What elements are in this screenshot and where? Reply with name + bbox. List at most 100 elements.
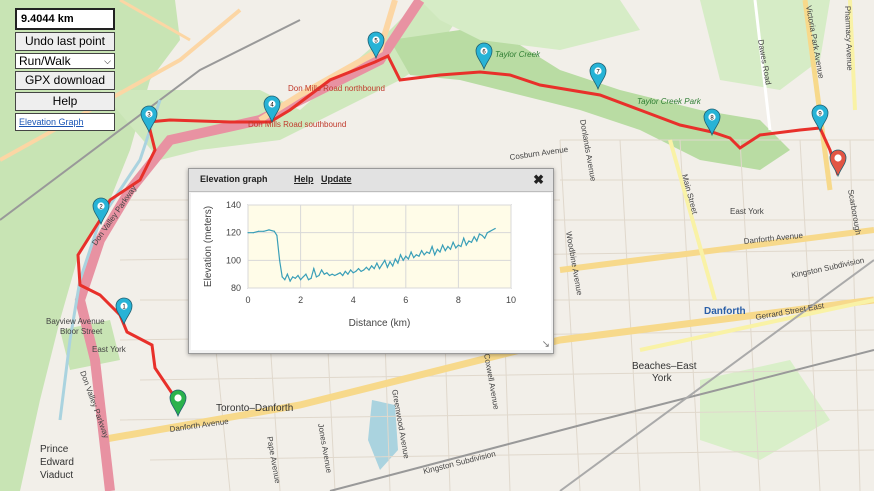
elevation-point (410, 251, 412, 253)
route-marker-4-label: 4 (270, 103, 274, 109)
elevation-point (415, 254, 417, 256)
elevation-graph-panel[interactable]: Elevation graph Help Update ✖ 0 2 4 6 8 10 80 1… (188, 168, 554, 354)
road-sw (119, 0, 191, 42)
elevation-point (252, 232, 254, 234)
route-controls: 9.4044 km Undo last point Run/Walk ⌵ GPX … (15, 8, 115, 131)
gpx-download-button[interactable]: GPX download (15, 71, 115, 90)
route-marker-7-label: 7 (596, 70, 600, 76)
x-axis-label: Distance (km) (349, 318, 411, 329)
resize-handle-icon[interactable]: ↘ (541, 339, 550, 350)
route-marker-4[interactable]: 4 (263, 95, 281, 124)
map-label-bloor: Bloor Street (60, 327, 103, 336)
x-tick-label: 4 (351, 295, 356, 305)
map-label-beaches: Beaches–East (632, 361, 697, 372)
route-marker-3[interactable]: 3 (140, 105, 158, 134)
elevation-point (376, 262, 378, 264)
chevron-down-icon: ⌵ (104, 56, 111, 66)
elevation-point (355, 270, 357, 272)
x-tick-label: 6 (403, 295, 408, 305)
don-mills-road (258, 0, 398, 123)
elevation-point (431, 245, 433, 248)
end-marker-dot (834, 154, 842, 162)
elevation-update-link[interactable]: Update (321, 174, 352, 184)
park-northeast (700, 0, 830, 90)
elevation-point (486, 232, 488, 234)
route-marker-4-dot (268, 100, 276, 108)
elevation-point (350, 269, 352, 271)
route-marker-8-label: 8 (710, 116, 714, 122)
elevation-point (336, 273, 338, 275)
elevation-panel-title: Elevation graph (200, 174, 268, 184)
route-marker-2[interactable]: 2 (92, 197, 110, 226)
elevation-point (463, 237, 465, 239)
road-dawes (753, 0, 772, 131)
route-marker-6[interactable]: 6 (475, 42, 493, 71)
elevation-point (281, 276, 283, 278)
elevation-point (397, 262, 399, 264)
elevation-help-link[interactable]: Help (294, 174, 314, 184)
route-marker-7[interactable]: 7 (589, 62, 607, 91)
elevation-point (402, 259, 404, 261)
elevation-point (334, 274, 336, 277)
elevation-point (363, 269, 365, 271)
route-marker-9-label: 9 (818, 112, 822, 118)
undo-last-point-button[interactable]: Undo last point (15, 32, 115, 51)
elevation-point (399, 254, 402, 256)
route-marker-9-dot (816, 109, 824, 117)
elevation-point (257, 230, 260, 232)
route-marker-8[interactable]: 8 (703, 108, 721, 137)
elevation-point (489, 230, 491, 232)
elevation-point (326, 272, 328, 274)
elevation-point (263, 230, 265, 232)
map-label-prince: Prince (40, 444, 69, 455)
x-tick-label: 0 (245, 295, 250, 305)
elevation-point (447, 245, 449, 248)
mode-select-value: Run/Walk (19, 54, 71, 68)
y-tick-label: 80 (231, 283, 241, 293)
route-marker-9[interactable]: 9 (811, 104, 829, 133)
elevation-point (289, 280, 291, 282)
main-street-road (668, 139, 717, 301)
map-label-east-york-2: East York (92, 345, 127, 354)
start-marker[interactable] (169, 389, 187, 418)
elevation-point (310, 277, 312, 279)
victoria-park-avenue-road (802, 0, 833, 191)
elevation-graph-link[interactable]: Elevation Graph (15, 113, 115, 131)
help-button[interactable]: Help (15, 92, 115, 111)
y-tick-label: 140 (226, 200, 241, 210)
distance-readout: 9.4044 km (15, 8, 115, 30)
route-marker-2-label: 2 (99, 205, 103, 211)
route-marker-1-label: 1 (122, 305, 126, 311)
map-label-taylor-creek-park: Taylor Creek Park (637, 97, 702, 106)
elevation-point (439, 251, 441, 253)
elevation-point (468, 240, 470, 242)
route-marker-1[interactable]: 1 (115, 297, 133, 326)
elevation-point (449, 248, 452, 250)
elevation-point (368, 269, 370, 271)
elevation-point (352, 272, 354, 274)
end-marker[interactable] (829, 149, 847, 178)
railway-3 (559, 259, 874, 491)
elevation-point (465, 244, 467, 246)
route-marker-1-dot (120, 302, 128, 310)
elevation-point (426, 251, 428, 253)
elevation-point (444, 250, 446, 252)
elevation-chart-area: 0 2 4 6 8 10 80 100 120 140 Distance (km) Elevation… (191, 193, 551, 350)
danforth-avenue-road (99, 296, 874, 444)
elevation-panel-titlebar[interactable]: Elevation graph Help Update ✖ (189, 169, 553, 192)
route-marker-3-dot (145, 110, 153, 118)
close-icon[interactable]: ✖ (533, 172, 544, 187)
elevation-point (297, 274, 299, 277)
route-marker-8-pin (703, 108, 721, 137)
elevation-chart: 0 2 4 6 8 10 80 100 120 140 Distance (km) Elevation… (203, 200, 516, 329)
mode-select[interactable]: Run/Walk ⌵ (15, 53, 115, 69)
route-marker-5[interactable]: 5 (367, 31, 385, 60)
elevation-point (339, 272, 341, 274)
elevation-point (436, 248, 438, 250)
x-tick-label: 8 (456, 295, 461, 305)
elevation-point (455, 247, 457, 249)
taylor-creek-park (390, 30, 790, 170)
elevation-point (313, 268, 315, 270)
route-marker-6-pin (475, 42, 493, 71)
